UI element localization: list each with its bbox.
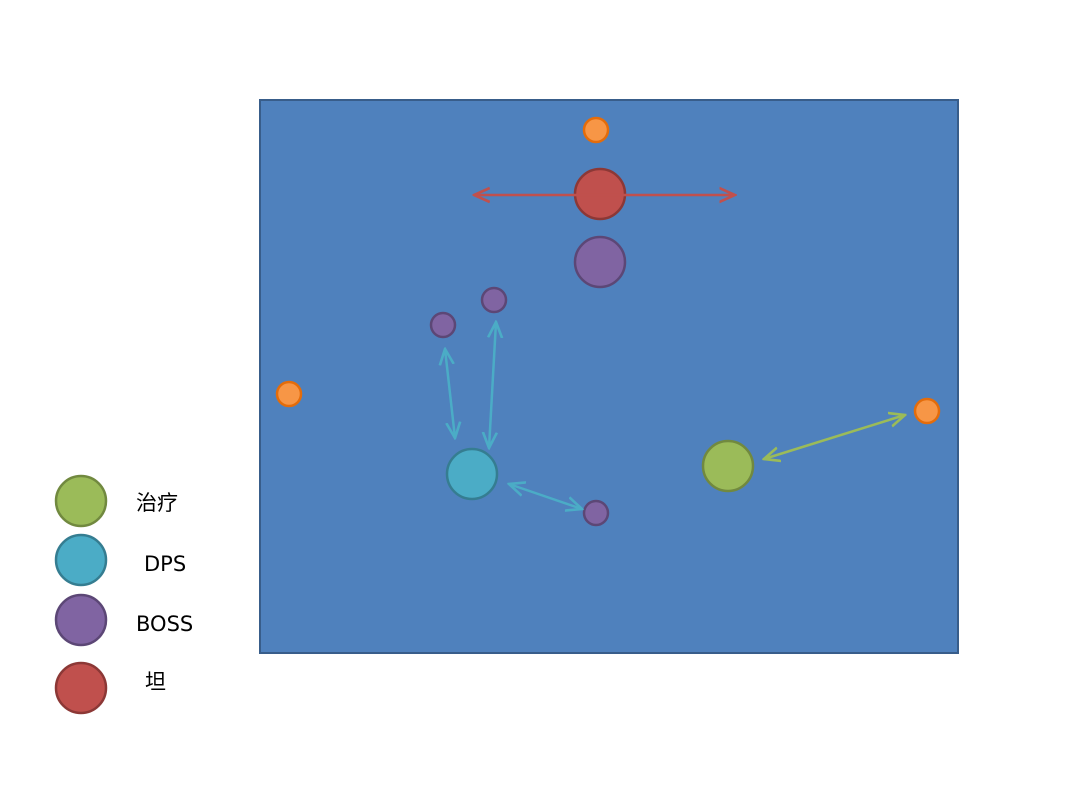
boss-add bbox=[480, 286, 508, 314]
boss-add bbox=[582, 499, 610, 527]
legend-swatch bbox=[54, 593, 108, 647]
legend-label: DPS bbox=[144, 552, 186, 576]
legend-label: 治疗 bbox=[136, 491, 178, 515]
markers bbox=[275, 116, 941, 527]
boss bbox=[573, 235, 627, 289]
dps bbox=[445, 447, 499, 501]
arrow bbox=[509, 484, 582, 509]
legend-label: BOSS bbox=[136, 612, 193, 636]
orange-point bbox=[582, 116, 610, 144]
legend-swatch bbox=[54, 474, 108, 528]
arrow bbox=[489, 322, 496, 448]
healer bbox=[701, 439, 755, 493]
arrow bbox=[764, 415, 905, 459]
arrow bbox=[445, 349, 455, 438]
orange-point bbox=[913, 397, 941, 425]
arrows bbox=[445, 195, 905, 509]
legend-swatch bbox=[54, 661, 108, 715]
legend-swatch bbox=[54, 533, 108, 587]
orange-point bbox=[275, 380, 303, 408]
boss-add bbox=[429, 311, 457, 339]
legend-label: 坦 bbox=[145, 670, 166, 694]
legend: 治疗 DPS BOSS 坦 bbox=[54, 474, 193, 715]
